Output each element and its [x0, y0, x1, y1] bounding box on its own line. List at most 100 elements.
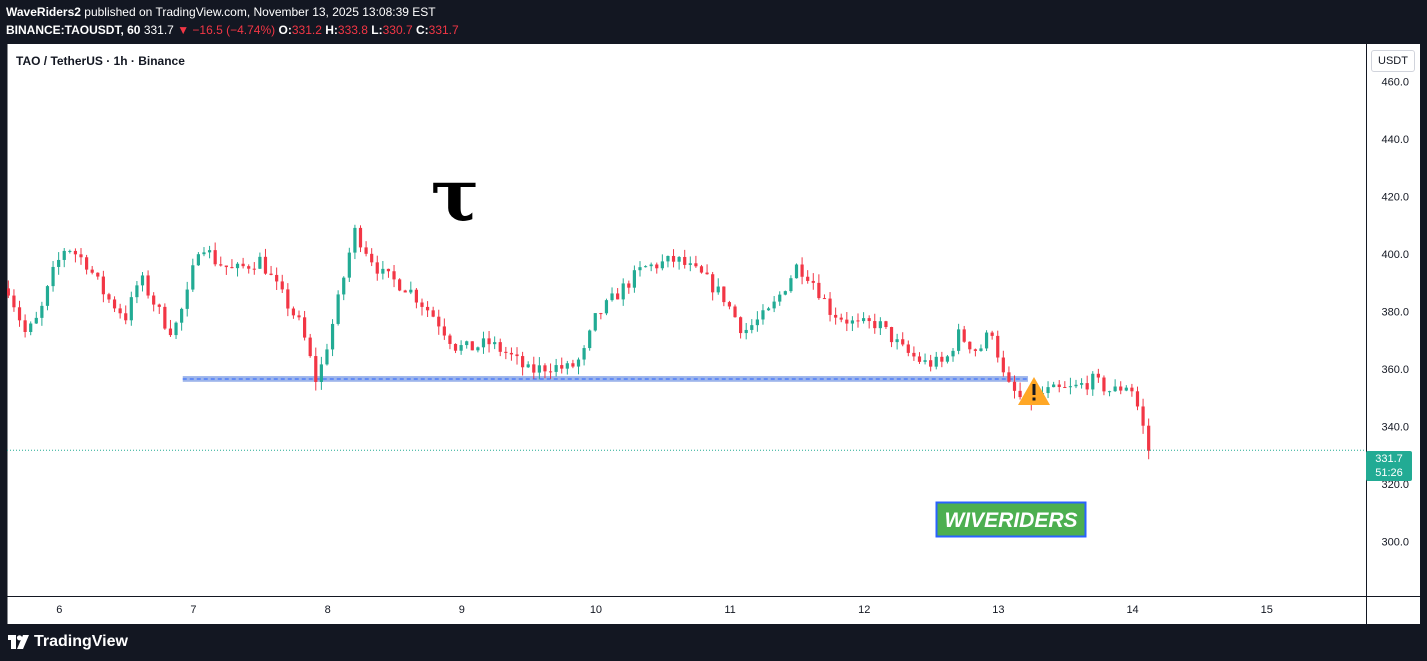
candle-down	[79, 254, 83, 258]
candle-down	[1012, 381, 1017, 391]
candle-up	[750, 325, 754, 330]
author-name[interactable]: WaveRiders2	[6, 5, 81, 19]
candle-down	[839, 317, 843, 320]
currency-button[interactable]: USDT	[1371, 50, 1415, 72]
candle-up	[1107, 391, 1112, 393]
candle-down	[543, 365, 547, 372]
price-change: −16.5 (−4.74%)	[192, 23, 276, 37]
candle-down	[163, 306, 167, 329]
candle-down	[929, 360, 933, 367]
candle-down	[308, 337, 312, 357]
chart-svg[interactable]: 460.0 440.0 420.0 400.0 380.0 360.0 340.0 320.0…	[7, 44, 1420, 624]
candle-up	[330, 323, 335, 350]
candle-down	[834, 314, 838, 318]
candle-down	[386, 268, 391, 272]
candle-down	[84, 257, 89, 270]
candle-up	[481, 338, 486, 348]
candle-up	[766, 308, 771, 311]
candle-up	[68, 250, 72, 252]
candle-down	[213, 250, 217, 265]
candle-down	[906, 344, 910, 353]
chart-area[interactable]: 460.0 440.0 420.0 400.0 380.0 360.0 340.0 320.0…	[7, 44, 1420, 624]
tradingview-logo[interactable]: TradingView	[8, 633, 128, 651]
high-label: H:	[325, 23, 338, 37]
candle-down	[817, 282, 821, 299]
candle-up	[794, 264, 799, 279]
candle-down	[1119, 386, 1123, 391]
candle-down	[873, 321, 877, 329]
candle-up	[185, 289, 189, 309]
last-price-tag-value: 331.7	[1375, 453, 1403, 465]
candle-down	[112, 299, 117, 309]
tradingview-brand: TradingView	[34, 633, 128, 650]
candle-down	[124, 313, 128, 321]
candle-down	[1147, 425, 1151, 451]
candle-down	[275, 274, 279, 282]
open-value: 331.2	[291, 23, 322, 37]
candle-down	[599, 313, 603, 315]
x-tick-label: 7	[190, 604, 196, 616]
candle-down	[806, 276, 810, 281]
candle-down	[856, 320, 860, 322]
candle-down	[1130, 387, 1134, 392]
candle-down	[889, 327, 894, 343]
y-tick-label: 400.0	[1381, 249, 1409, 261]
candle-down	[705, 272, 709, 275]
candle-down	[733, 306, 737, 318]
low-value: 330.7	[382, 23, 413, 37]
candle-down	[515, 354, 519, 357]
candle-down	[107, 294, 111, 300]
y-tick-label: 320.0	[1381, 479, 1409, 491]
candle-down	[297, 315, 301, 318]
candle-down	[616, 293, 620, 300]
x-tick-label: 10	[590, 604, 602, 616]
candle-up	[984, 332, 989, 349]
candle-up	[1046, 387, 1050, 394]
candle-down	[247, 266, 251, 269]
candle-up	[593, 313, 597, 331]
candle-down	[548, 371, 553, 373]
candle-up	[325, 349, 329, 365]
close-value: 331.7	[428, 23, 459, 37]
candle-down	[314, 356, 318, 382]
ohlc-line: BINANCE:TAOUSDT, 60 331.7 ▼ −16.5 (−4.74…	[6, 23, 459, 37]
candle-down	[940, 356, 944, 362]
candle-up	[1074, 384, 1078, 387]
x-axis-ticks: 6 7 8 9 10 11 12 13 14 15	[56, 604, 1273, 616]
candle-down	[699, 266, 704, 273]
candle-down	[280, 281, 284, 290]
y-tick-label: 340.0	[1381, 421, 1409, 433]
candle-down	[811, 280, 815, 283]
y-axis-ticks: 460.0 440.0 420.0 400.0 380.0 360.0 340.0 320.0…	[1381, 76, 1409, 548]
candle-down	[252, 268, 256, 270]
candle-up	[945, 356, 950, 362]
x-tick-label: 6	[56, 604, 62, 616]
candle-down	[101, 276, 105, 295]
tao-symbol: τ	[431, 152, 479, 237]
y-tick-label: 300.0	[1381, 536, 1409, 548]
x-tick-label: 15	[1261, 604, 1273, 616]
candle-up	[493, 342, 497, 345]
candle-down	[1007, 372, 1011, 382]
candle-down	[152, 295, 156, 305]
candle-down	[219, 264, 223, 266]
candle-up	[409, 289, 413, 293]
candle-down	[286, 289, 290, 309]
candle-up	[951, 350, 955, 357]
candle-down	[448, 335, 452, 344]
candle-down	[90, 269, 94, 273]
candle-up	[1091, 373, 1095, 390]
candle-up	[1052, 384, 1056, 388]
x-tick-label: 9	[459, 604, 465, 616]
candle-down	[230, 267, 234, 269]
candle-down	[996, 335, 1000, 358]
candle-up	[649, 264, 653, 267]
symbol-title[interactable]: TAO / TetherUS · 1h · Binance	[16, 54, 185, 68]
candle-up	[129, 297, 133, 321]
candle-up	[180, 308, 184, 323]
candle-down	[912, 352, 916, 357]
candle-up	[604, 300, 609, 314]
y-tick-label: 420.0	[1381, 191, 1409, 203]
candle-down	[1085, 383, 1089, 390]
candle-down	[962, 329, 966, 342]
